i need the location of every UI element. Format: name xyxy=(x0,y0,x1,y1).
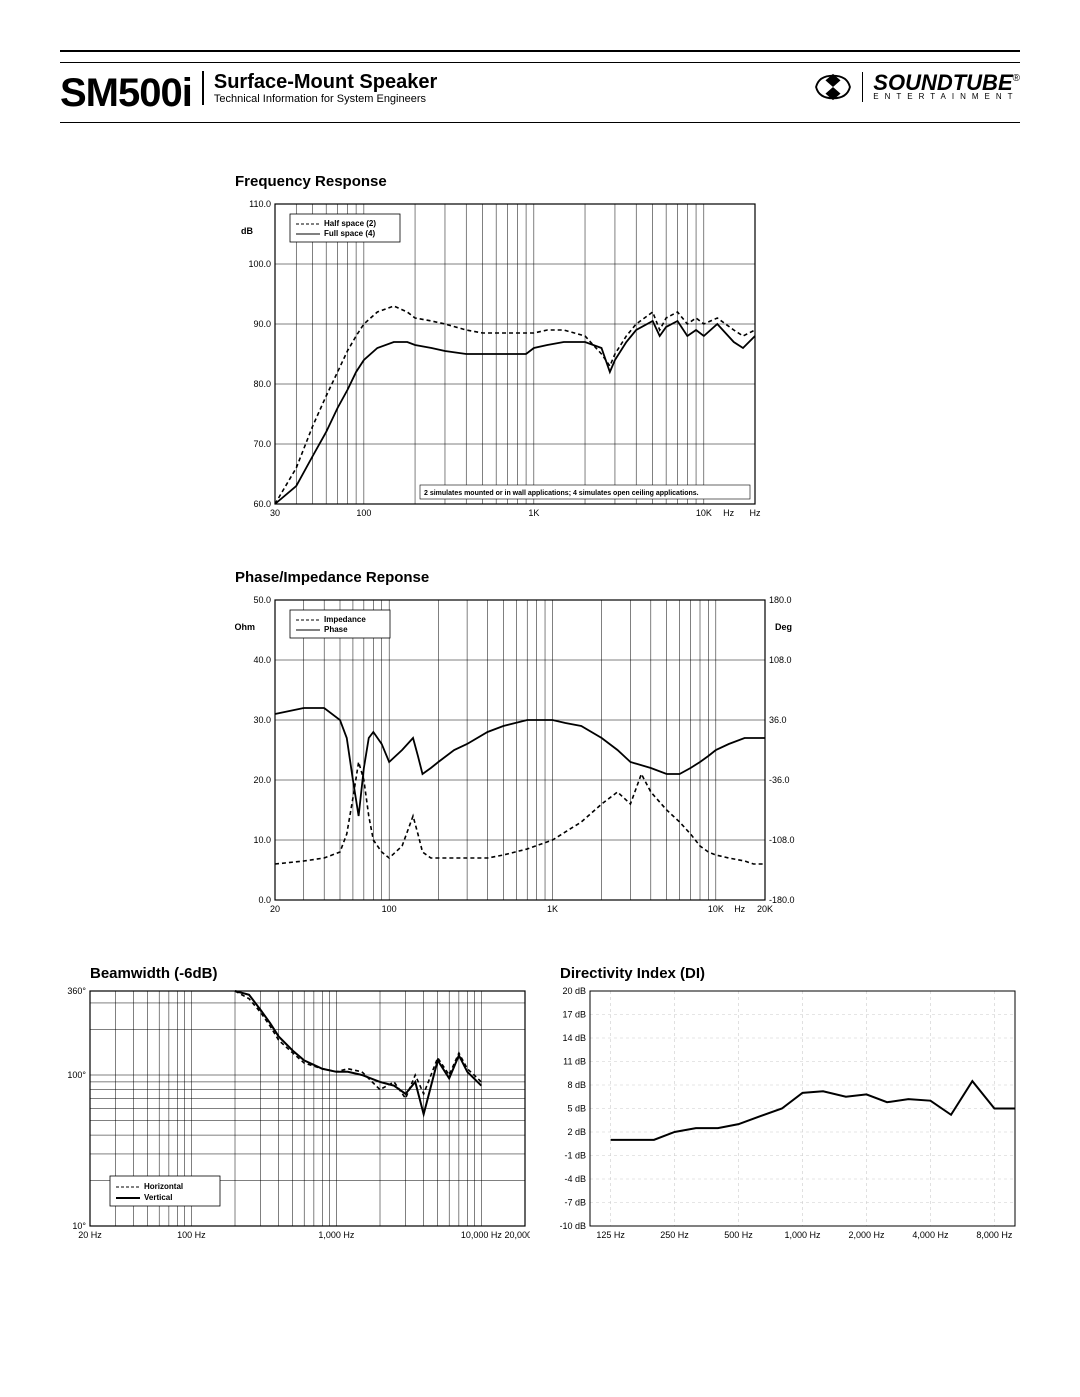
svg-text:14 dB: 14 dB xyxy=(562,1033,586,1043)
header: SM500i Surface-Mount Speaker Technical I… xyxy=(60,71,1020,123)
svg-text:100.0: 100.0 xyxy=(248,259,271,269)
svg-text:17 dB: 17 dB xyxy=(562,1010,586,1020)
svg-text:-7 dB: -7 dB xyxy=(564,1198,586,1208)
chart2-title: Phase/Impedance Reponse xyxy=(235,569,1020,586)
svg-text:180.0: 180.0 xyxy=(769,595,792,605)
svg-text:Impedance: Impedance xyxy=(324,615,366,624)
svg-text:4,000 Hz: 4,000 Hz xyxy=(912,1230,949,1240)
svg-text:Half space (2): Half space (2) xyxy=(324,219,376,228)
brand: SOUNDTUBE ® ENTERTAINMENT xyxy=(814,71,1020,103)
svg-text:100: 100 xyxy=(382,904,397,914)
svg-text:125 Hz: 125 Hz xyxy=(596,1230,625,1240)
svg-text:100: 100 xyxy=(356,508,371,518)
chart1-svg: 60.0 70.0 80.0 90.0 100.0 110.0 dB 30 100 1K 10K Hz… xyxy=(235,194,765,524)
svg-text:dB: dB xyxy=(241,226,253,236)
svg-text:1K: 1K xyxy=(528,508,539,518)
chart-freq-response: Frequency Response 60.0 70.0 80.0 90.0 100.0… xyxy=(235,173,1020,529)
svg-text:360°: 360° xyxy=(67,986,86,996)
chart1-title: Frequency Response xyxy=(235,173,1020,190)
svg-text:1K: 1K xyxy=(547,904,558,914)
svg-text:30.0: 30.0 xyxy=(253,715,271,725)
svg-text:90.0: 90.0 xyxy=(253,319,271,329)
svg-text:20: 20 xyxy=(270,904,280,914)
svg-text:-108.0: -108.0 xyxy=(769,835,795,845)
svg-text:250 Hz: 250 Hz xyxy=(660,1230,689,1240)
svg-text:10.0: 10.0 xyxy=(253,835,271,845)
svg-text:5 dB: 5 dB xyxy=(567,1104,586,1114)
chart2-svg: 0.010.020.030.040.050.0Ohm-180.0-108.0-3… xyxy=(235,590,805,920)
svg-text:8,000 Hz: 8,000 Hz xyxy=(976,1230,1013,1240)
svg-text:20,000 Hz: 20,000 Hz xyxy=(504,1230,530,1240)
svg-text:1,000 Hz: 1,000 Hz xyxy=(318,1230,355,1240)
svg-text:11 dB: 11 dB xyxy=(563,1057,586,1067)
svg-text:Hz: Hz xyxy=(750,508,761,518)
svg-text:Hz: Hz xyxy=(734,904,745,914)
bottom-row: Beamwidth (-6dB) 10°100°360°20 Hz100 Hz1… xyxy=(60,965,1020,1251)
header-left: SM500i Surface-Mount Speaker Technical I… xyxy=(60,71,437,116)
svg-text:30: 30 xyxy=(270,508,280,518)
svg-text:10K: 10K xyxy=(696,508,712,518)
svg-text:50.0: 50.0 xyxy=(253,595,271,605)
brand-name: SOUNDTUBE xyxy=(873,73,1012,93)
chart-phase-impedance: Phase/Impedance Reponse 0.010.020.030.04… xyxy=(235,569,1020,925)
svg-text:-4 dB: -4 dB xyxy=(564,1174,586,1184)
chart-directivity: Directivity Index (DI) -10 dB-7 dB-4 dB-… xyxy=(560,965,1020,1251)
svg-text:10K: 10K xyxy=(708,904,724,914)
top-rule xyxy=(60,50,1020,63)
brand-tagline: ENTERTAINMENT xyxy=(873,92,1020,101)
svg-text:Ohm: Ohm xyxy=(235,622,255,632)
page-title: Surface-Mount Speaker xyxy=(214,71,437,93)
svg-text:-10 dB: -10 dB xyxy=(560,1221,586,1231)
svg-text:20 dB: 20 dB xyxy=(562,986,586,996)
brand-divider xyxy=(862,72,863,102)
svg-text:2 dB: 2 dB xyxy=(567,1127,586,1137)
svg-text:2 simulates mounted or in wall: 2 simulates mounted or in wall applicati… xyxy=(424,490,699,497)
svg-text:500 Hz: 500 Hz xyxy=(724,1230,753,1240)
page-subtitle: Technical Information for System Enginee… xyxy=(214,93,437,105)
svg-text:Full space (4): Full space (4) xyxy=(324,229,375,238)
title-block: Surface-Mount Speaker Technical Informat… xyxy=(202,71,437,105)
svg-text:2,000 Hz: 2,000 Hz xyxy=(848,1230,885,1240)
chart4-svg: -10 dB -7 dB -4 dB -1 dB 2 dB 5 dB 8 dB 11 dB 14… xyxy=(560,986,1020,1246)
svg-text:40.0: 40.0 xyxy=(253,655,271,665)
chart3-svg: 10°100°360°20 Hz100 Hz1,000 Hz10,000 Hz2… xyxy=(60,986,530,1246)
svg-text:100°: 100° xyxy=(67,1070,86,1080)
svg-text:1,000 Hz: 1,000 Hz xyxy=(784,1230,821,1240)
svg-text:20K: 20K xyxy=(757,904,773,914)
page: SM500i Surface-Mount Speaker Technical I… xyxy=(0,0,1080,1291)
svg-text:Horizontal: Horizontal xyxy=(144,1182,183,1191)
svg-text:Phase: Phase xyxy=(324,625,348,634)
svg-text:8 dB: 8 dB xyxy=(567,1080,586,1090)
svg-text:-36.0: -36.0 xyxy=(769,775,790,785)
chart4-title: Directivity Index (DI) xyxy=(560,965,1020,982)
brand-logo-icon xyxy=(814,71,852,103)
chart3-title: Beamwidth (-6dB) xyxy=(90,965,530,982)
svg-text:Deg: Deg xyxy=(775,622,792,632)
svg-text:60.0: 60.0 xyxy=(253,499,271,509)
chart-beamwidth: Beamwidth (-6dB) 10°100°360°20 Hz100 Hz1… xyxy=(60,965,530,1251)
svg-text:-1 dB: -1 dB xyxy=(564,1151,586,1161)
svg-text:70.0: 70.0 xyxy=(253,439,271,449)
model-number: SM500i xyxy=(60,71,192,116)
svg-text:20.0: 20.0 xyxy=(253,775,271,785)
svg-text:20 Hz: 20 Hz xyxy=(78,1230,102,1240)
svg-text:Vertical: Vertical xyxy=(144,1193,172,1202)
trademark: ® xyxy=(1013,73,1020,84)
svg-text:80.0: 80.0 xyxy=(253,379,271,389)
svg-text:10,000 Hz: 10,000 Hz xyxy=(461,1230,503,1240)
svg-text:100 Hz: 100 Hz xyxy=(177,1230,206,1240)
brand-text: SOUNDTUBE ® ENTERTAINMENT xyxy=(873,73,1020,102)
svg-text:36.0: 36.0 xyxy=(769,715,787,725)
svg-text:110.0: 110.0 xyxy=(249,199,271,209)
svg-text:108.0: 108.0 xyxy=(769,655,792,665)
svg-text:Hz: Hz xyxy=(723,508,734,518)
